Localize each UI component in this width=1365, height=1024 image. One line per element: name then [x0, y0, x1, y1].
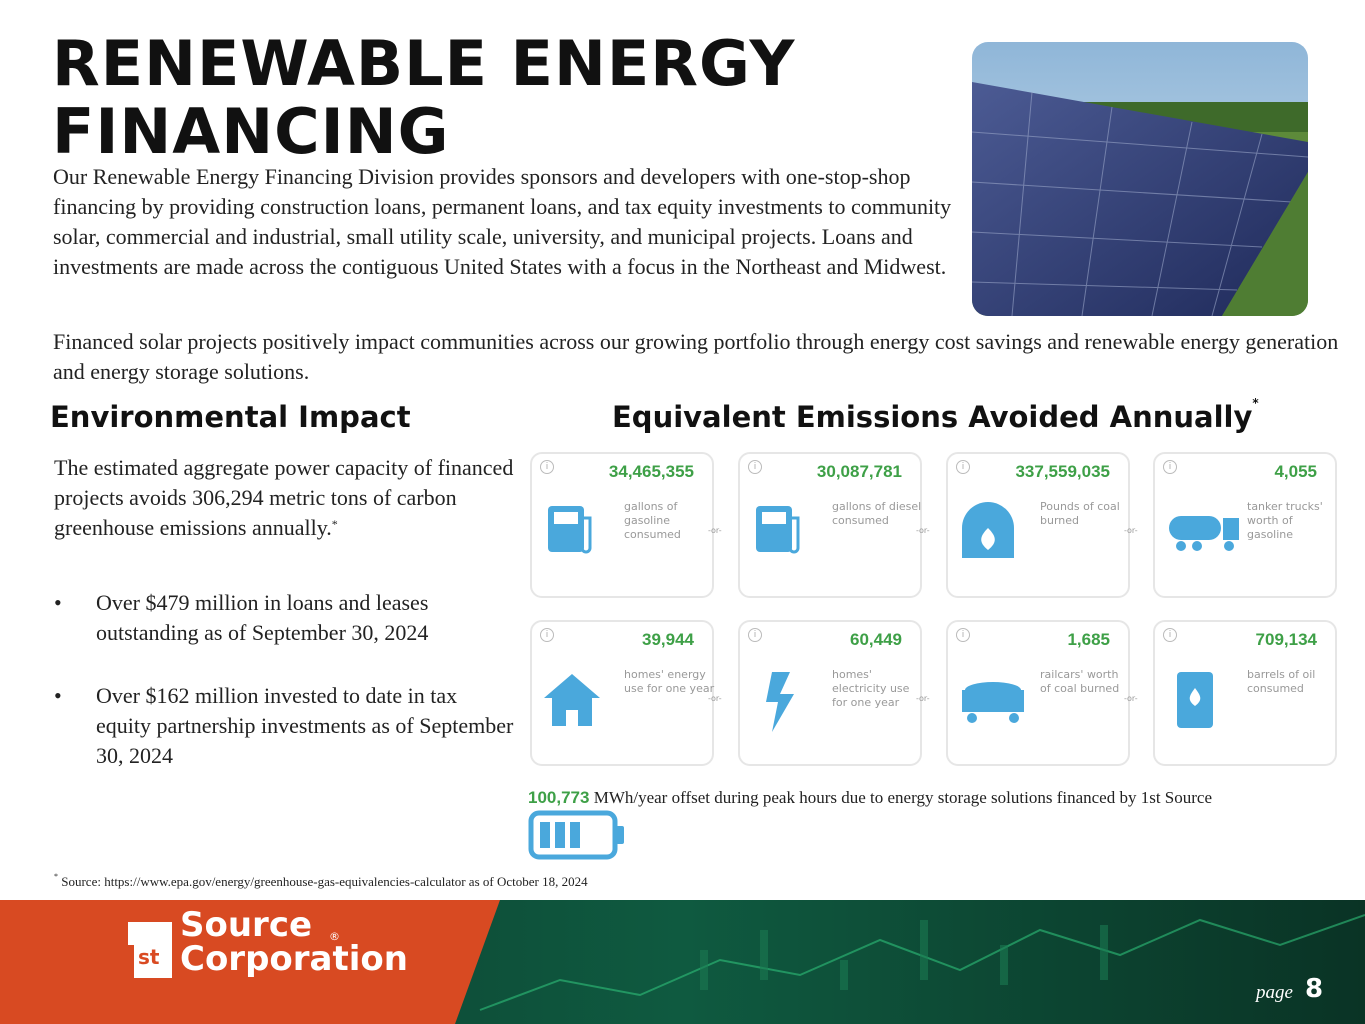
- equivalent-card: i 337,559,035 Pounds of coal burned: [946, 452, 1130, 598]
- equivalent-card: i 60,449 homes' electricity use for one ye…: [738, 620, 922, 766]
- bullet-text: Over $479 million in loans and leases ou…: [96, 590, 429, 645]
- card-value: 39,944: [642, 630, 694, 649]
- separator: -or-: [1124, 526, 1138, 535]
- card-label: homes' electricity use for one year: [832, 668, 910, 709]
- equivalent-card: i 30,087,781 gallons of diesel consumed: [738, 452, 922, 598]
- logo-text: Source: [180, 905, 313, 945]
- equivalent-card: i 709,134 barrels of oil consumed: [1153, 620, 1337, 766]
- storage-line: 100,773 MWh/year offset during peak hour…: [528, 788, 1212, 808]
- footer-band: [0, 900, 1365, 1024]
- equivalent-card: i 1,685 railcars' worth of coal burned: [946, 620, 1130, 766]
- separator: -or-: [1124, 694, 1138, 703]
- footnote-mark: *: [54, 872, 58, 881]
- equivalent-card: i 39,944 homes' energy use for one year: [530, 620, 714, 766]
- card-label: tanker trucks' worth of gasoline: [1247, 500, 1323, 541]
- separator: -or-: [916, 526, 930, 535]
- card-value: 34,465,355: [608, 462, 694, 481]
- title: RENEWABLE ENERGY FINANCING: [52, 27, 796, 168]
- info-icon: i: [748, 460, 762, 474]
- equivalent-card: i 4,055 tanker trucks' worth of gasoline: [1153, 452, 1337, 598]
- bullet-symbol: •: [54, 590, 62, 615]
- intro-paragraph: Our Renewable Energy Financing Division …: [53, 164, 952, 279]
- footnote-text: Source: https://www.epa.gov/energy/green…: [61, 874, 588, 889]
- solar-photo: [972, 42, 1308, 316]
- card-label: barrels of oil consumed: [1247, 668, 1316, 695]
- heading-text: Equivalent Emissions Avoided Annually: [612, 400, 1253, 434]
- bullet-symbol: •: [54, 683, 62, 708]
- card-icon: [1169, 516, 1239, 551]
- equivalent-card: i 34,465,355 gallons of gasoline consumed: [530, 452, 714, 598]
- separator: -or-: [708, 694, 722, 703]
- logo-registered: ®: [329, 930, 340, 943]
- card-value: 709,134: [1255, 630, 1317, 649]
- section-heading: Environmental Impact: [50, 400, 411, 434]
- info-icon: i: [956, 628, 970, 642]
- info-icon: i: [1163, 628, 1177, 642]
- card-icon: [766, 672, 794, 732]
- impact-text: The estimated aggregate power capacity o…: [54, 453, 514, 543]
- separator: -or-: [916, 694, 930, 703]
- card-label: railcars' worth of coal burned: [1040, 668, 1120, 695]
- card-value: 60,449: [850, 630, 902, 649]
- card-value: 1,685: [1067, 630, 1110, 649]
- bullet-text: Over $162 million invested to date in ta…: [96, 683, 514, 768]
- card-label: gallons of diesel consumed: [832, 500, 922, 527]
- info-icon: i: [956, 460, 970, 474]
- card-icon: [548, 506, 592, 554]
- logo-mark: st: [138, 945, 160, 969]
- footnote-mark: *: [331, 517, 338, 531]
- card-value: 337,559,035: [1015, 462, 1110, 481]
- page-label: page: [1256, 982, 1293, 1003]
- battery-icon: [528, 810, 624, 860]
- card-icon: [756, 506, 800, 554]
- card-label: homes' energy use for one year: [624, 668, 715, 695]
- logo-text: Corporation: [180, 939, 408, 979]
- info-icon: i: [748, 628, 762, 642]
- section-heading: Equivalent Emissions Avoided Annually*: [612, 396, 1259, 434]
- separator: -or-: [708, 526, 722, 535]
- card-label: Pounds of coal burned: [1040, 500, 1120, 527]
- footnote-mark: *: [1252, 396, 1259, 410]
- card-label: gallons of gasoline consumed: [624, 500, 681, 541]
- info-icon: i: [540, 628, 554, 642]
- info-icon: i: [540, 460, 554, 474]
- impact-sentence: The estimated aggregate power capacity o…: [54, 455, 514, 540]
- page-number: 8: [1305, 974, 1324, 1004]
- card-icon: [1177, 672, 1213, 728]
- storage-text: MWh/year offset during peak hours due to…: [593, 788, 1213, 807]
- footnote: * Source: https://www.epa.gov/energy/gre…: [54, 872, 588, 890]
- card-value: 4,055: [1274, 462, 1317, 481]
- card-icon: [544, 674, 600, 726]
- info-icon: i: [1163, 460, 1177, 474]
- card-value: 30,087,781: [816, 462, 902, 481]
- card-icon: [962, 682, 1024, 723]
- intro-paragraph: Financed solar projects positively impac…: [53, 329, 1339, 384]
- card-icon: [962, 502, 1014, 558]
- storage-value: 100,773: [528, 788, 590, 807]
